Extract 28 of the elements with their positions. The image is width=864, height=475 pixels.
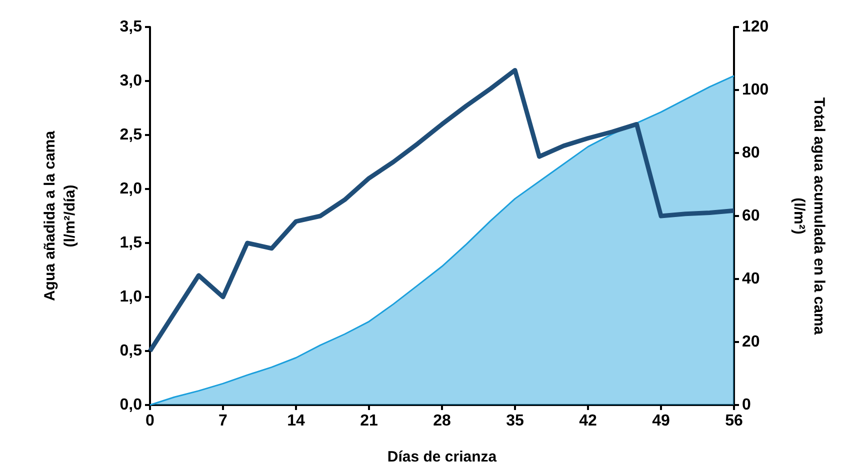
y2-tick-label: 100 [742, 82, 769, 98]
y2-tick-label: 20 [742, 334, 760, 350]
y2-axis-title: Total agua acumulada en la cama (l/m²) [790, 97, 828, 336]
y2-tick-label: 0 [742, 396, 751, 414]
y2-tick-label: 80 [742, 144, 760, 162]
y-tick-label: 0,0 [120, 396, 142, 414]
x-tick-label: 7 [218, 412, 228, 430]
y-tick-label: 1,5 [120, 234, 142, 252]
x-tick-label: 0 [146, 412, 155, 430]
y-tick-label: 3,5 [120, 18, 142, 36]
y-tick-label: 1,0 [120, 288, 142, 306]
y2-tick-label: 60 [742, 208, 760, 224]
x-tick-label: 21 [360, 412, 378, 430]
y-tick-label: 0,5 [120, 342, 142, 360]
y2-tick-label: 40 [742, 270, 760, 288]
line-series [148, 68, 736, 354]
x-tick-label: 28 [433, 412, 451, 430]
x-tick-label: 56 [725, 412, 743, 430]
y-tick-label: 2,0 [120, 180, 142, 198]
x-tick-label: 42 [579, 412, 597, 430]
x-tick-label: 35 [506, 412, 524, 430]
y2-tick-label: 120 [742, 18, 769, 36]
x-axis-title: Días de crianza [387, 448, 498, 466]
y-tick-label: 2,5 [120, 126, 142, 144]
y-tick-label: 3,0 [120, 72, 142, 90]
x-tick-label: 49 [652, 412, 670, 430]
x-tick-label: 14 [287, 412, 305, 430]
y-axis-title: Agua añadida a la cama (l/m²/día) [42, 130, 78, 302]
